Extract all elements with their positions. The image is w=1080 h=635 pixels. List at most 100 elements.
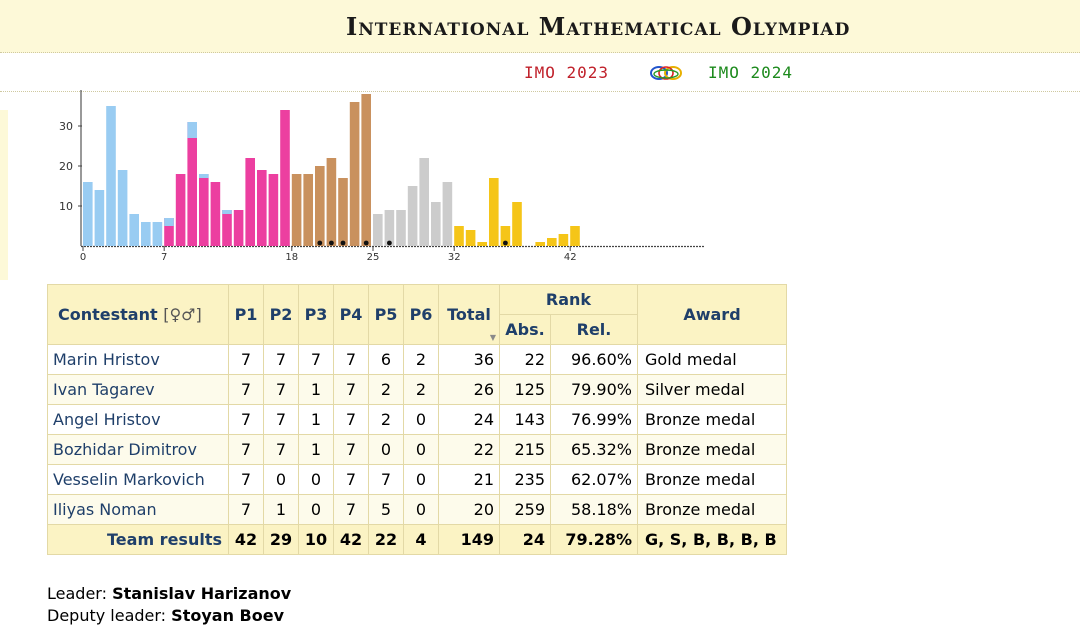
- chart-bar: [547, 238, 557, 246]
- table-row: Bozhidar Dimitrov 7 7 1 7 0 0 22 215 65.32% Bronze…: [47, 434, 787, 465]
- problem-score-cell: 0: [263, 464, 299, 495]
- table-row: Angel Hristov 7 7 1 7 2 0 24 143 76.99% Bronze med…: [47, 404, 787, 435]
- contestant-name-link[interactable]: Vesselin Markovich: [53, 470, 205, 489]
- contestant-name-link[interactable]: Iliyas Noman: [53, 500, 157, 519]
- year-navigation: [0, 53, 1080, 91]
- team-total-cell: 149: [438, 524, 500, 555]
- rel-rank-cell: 62.07%: [550, 464, 638, 495]
- p4-header[interactable]: P4: [333, 284, 369, 345]
- team-problem-score-cell: 29: [263, 524, 299, 555]
- contestant-marker-dot: [503, 240, 508, 246]
- contestant-name-link[interactable]: Bozhidar Dimitrov: [53, 440, 197, 459]
- team-rel-rank-cell: 79.28%: [550, 524, 638, 555]
- chart-bar: [187, 122, 197, 246]
- abs-rank-cell: 259: [499, 494, 551, 525]
- p3-header[interactable]: P3: [298, 284, 334, 345]
- award-cell: Bronze medal: [637, 434, 787, 465]
- abs-rank-cell: 143: [499, 404, 551, 435]
- chart-bar-overlay: [187, 122, 197, 138]
- score-distribution-chart: 10 20 30 0 7 18 25 32 42: [59, 90, 704, 263]
- chart-bar: [222, 210, 232, 246]
- abs-rank-cell: 235: [499, 464, 551, 495]
- chart-bar-overlay: [222, 210, 232, 214]
- total-cell: 20: [438, 494, 500, 525]
- chart-bar: [199, 174, 209, 246]
- y-tick-label: 20: [59, 160, 73, 173]
- problem-score-cell: 7: [228, 344, 264, 375]
- chart-bar: [268, 174, 279, 246]
- problem-score-cell: 7: [368, 464, 404, 495]
- problem-score-cell: 7: [263, 344, 299, 375]
- problem-score-cell: 7: [228, 494, 264, 525]
- problem-score-cell: 0: [403, 494, 439, 525]
- x-tick-label: 25: [367, 252, 380, 263]
- problem-score-cell: 7: [228, 464, 264, 495]
- total-cell: 22: [438, 434, 500, 465]
- chart-bar: [94, 190, 105, 246]
- problem-score-cell: 0: [403, 464, 439, 495]
- chart-bar: [257, 170, 267, 246]
- table-row: Iliyas Noman 7 1 0 7 5 0 20 259 58.18% Bronze meda…: [47, 494, 787, 525]
- problem-score-cell: 7: [263, 374, 299, 405]
- prev-year-link[interactable]: IMO 2023: [524, 63, 610, 82]
- chart-bar: [489, 178, 499, 246]
- chart-bar: [512, 202, 522, 246]
- problem-score-cell: 0: [298, 494, 334, 525]
- contestant-marker-dot: [363, 240, 369, 246]
- sort-indicator-icon: ▼: [489, 333, 496, 342]
- problem-score-cell: 2: [403, 374, 439, 405]
- award-cell: Bronze medal: [637, 464, 787, 495]
- chart-bar: [175, 174, 186, 246]
- team-problem-score-cell: 4: [403, 524, 439, 555]
- contestant-name-link[interactable]: Marin Hristov: [53, 350, 160, 369]
- chart-bar: [164, 218, 174, 246]
- chart-bar: [280, 110, 290, 246]
- chart-bar-overlay: [164, 218, 174, 226]
- problem-score-cell: 0: [298, 464, 334, 495]
- contestant-cell: Ivan Tagarev: [47, 374, 229, 405]
- contestant-cell: Bozhidar Dimitrov: [47, 434, 229, 465]
- p2-header[interactable]: P2: [263, 284, 299, 345]
- chart-bar: [349, 102, 360, 246]
- y-tick-label: 30: [59, 120, 73, 133]
- award-header[interactable]: Award: [637, 284, 787, 345]
- chart-bar: [477, 242, 487, 246]
- p5-header[interactable]: P5: [368, 284, 404, 345]
- chart-bar: [291, 174, 302, 246]
- contestant-name-link[interactable]: Ivan Tagarev: [53, 380, 155, 399]
- chart-bar: [384, 210, 395, 246]
- total-header[interactable]: Total ▼: [438, 284, 500, 345]
- contestant-header[interactable]: Contestant [♀♂]: [47, 284, 229, 345]
- problem-score-cell: 1: [298, 404, 334, 435]
- rank-header: Rank: [499, 284, 638, 315]
- p6-header[interactable]: P6: [403, 284, 439, 345]
- chart-bar: [129, 214, 139, 246]
- next-year-link[interactable]: IMO 2024: [708, 63, 794, 82]
- contestant-marker-dot: [329, 240, 334, 246]
- problem-score-cell: 7: [333, 404, 369, 435]
- problem-score-cell: 7: [263, 434, 299, 465]
- abs-rank-cell: 215: [499, 434, 551, 465]
- abs-rank-header[interactable]: Abs.: [499, 314, 551, 345]
- contestant-marker-dot: [340, 240, 346, 246]
- chart-bar: [454, 226, 464, 246]
- chart-bar: [535, 242, 545, 246]
- rel-rank-cell: 65.32%: [550, 434, 638, 465]
- problem-score-cell: 5: [368, 494, 404, 525]
- problem-score-cell: 7: [228, 374, 264, 405]
- imo-rings-logo-icon[interactable]: [648, 62, 684, 84]
- rel-rank-header[interactable]: Rel.: [550, 314, 638, 345]
- x-tick-label: 0: [80, 252, 86, 263]
- contestant-name-link[interactable]: Angel Hristov: [53, 410, 161, 429]
- gender-filter-symbols[interactable]: [♀♂]: [163, 305, 202, 324]
- team-problem-score-cell: 42: [333, 524, 369, 555]
- abs-rank-cell: 125: [499, 374, 551, 405]
- rel-rank-cell: 76.99%: [550, 404, 638, 435]
- award-cell: Gold medal: [637, 344, 787, 375]
- p1-header[interactable]: P1: [228, 284, 264, 345]
- chart-bar: [361, 94, 371, 246]
- rel-rank-cell: 58.18%: [550, 494, 638, 525]
- results-table: Contestant [♀♂] P1 P2 P3 P4 P5 P6 Total …: [47, 284, 787, 555]
- team-problem-score-cell: 42: [228, 524, 264, 555]
- problem-score-cell: 7: [228, 434, 264, 465]
